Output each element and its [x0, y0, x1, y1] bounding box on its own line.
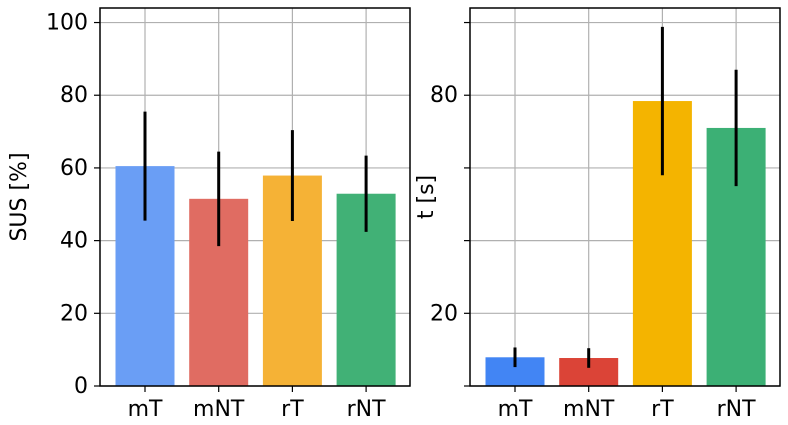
x-tick-label: rNT: [717, 397, 757, 422]
y-tick-label: 20: [430, 301, 458, 326]
y-tick-label: 60: [60, 156, 88, 181]
x-tick-label: rNT: [347, 397, 387, 422]
y-tick-label: 80: [430, 83, 458, 108]
y-axis-label: t [s]: [414, 175, 439, 219]
x-tick-label: mNT: [563, 397, 615, 422]
x-tick-label: rT: [281, 397, 304, 422]
axes-frame: [469, 7, 781, 387]
axes-frame: [99, 7, 411, 387]
x-tick-label: mT: [498, 397, 533, 422]
x-tick-label: mT: [128, 397, 163, 422]
y-tick-label: 40: [60, 229, 88, 254]
y-tick-label: 80: [60, 83, 88, 108]
y-tick-label: 20: [60, 301, 88, 326]
x-tick-label: mNT: [193, 397, 245, 422]
y-tick-label: 100: [46, 11, 88, 36]
x-tick-label: rT: [651, 397, 674, 422]
y-tick-label: 0: [74, 374, 88, 399]
y-axis-label: SUS [%]: [7, 152, 32, 241]
